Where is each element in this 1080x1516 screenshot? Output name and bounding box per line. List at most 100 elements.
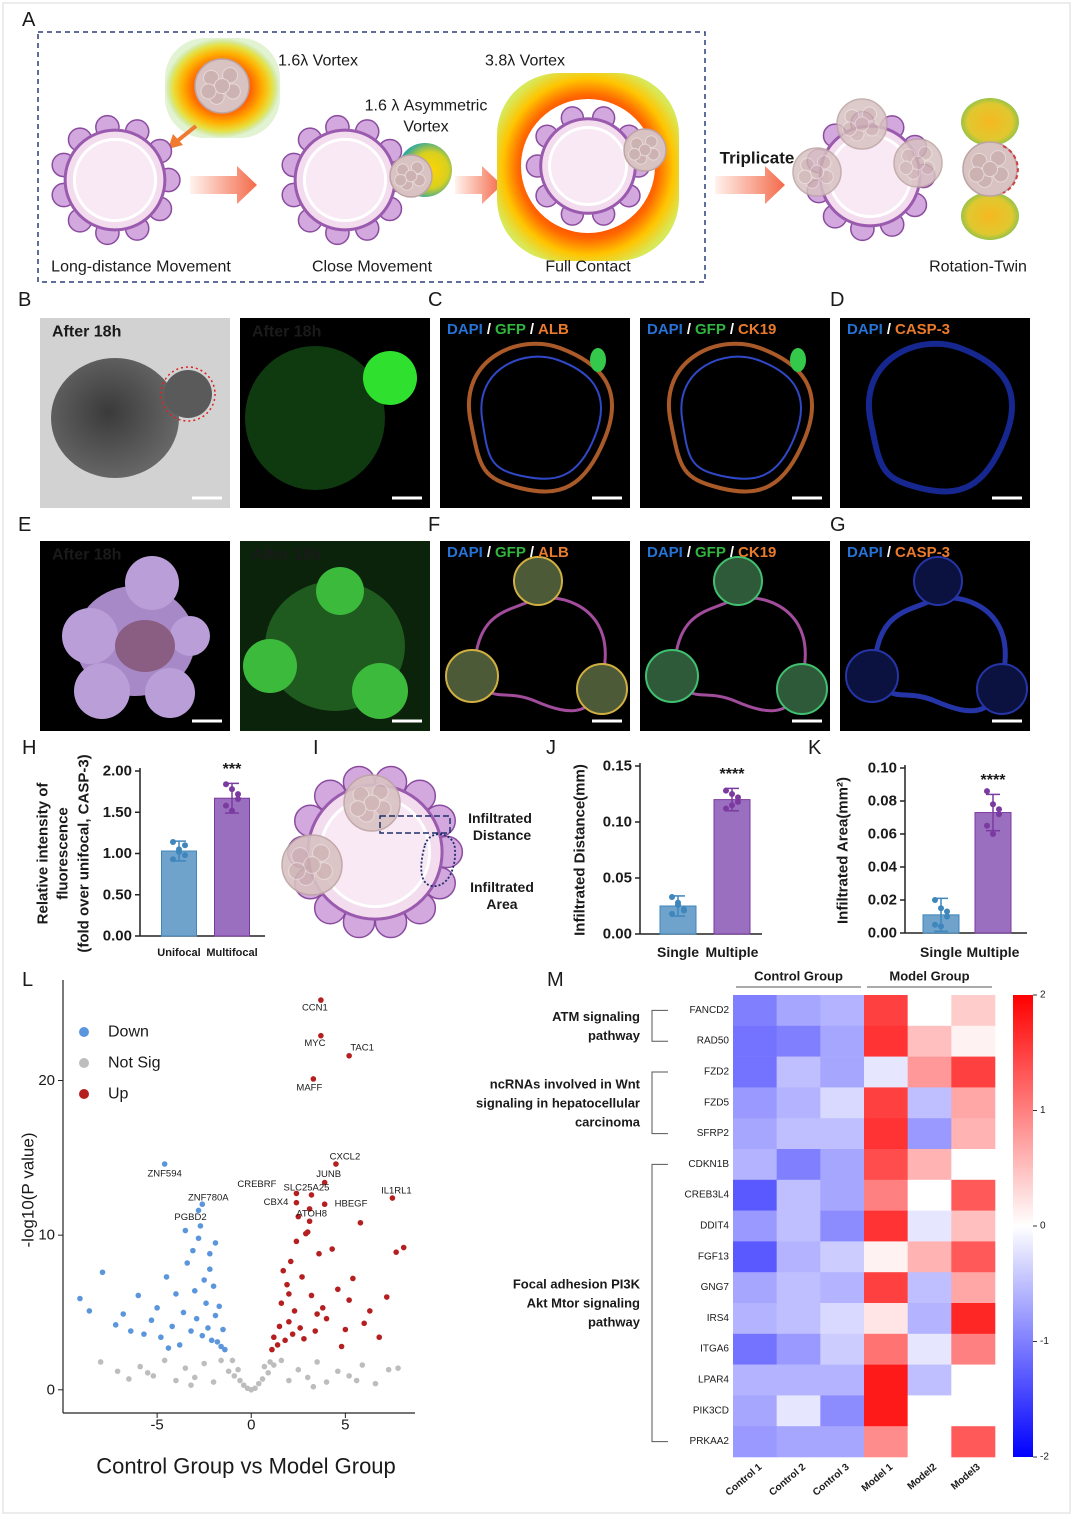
organoid-lumen: [302, 137, 388, 223]
data-point: [297, 1325, 303, 1331]
data-point: [235, 791, 241, 798]
spheroid-cell: [816, 155, 832, 170]
y-tick-label: 0.08: [868, 793, 897, 810]
data-point: [223, 802, 229, 809]
data-point: [675, 901, 681, 908]
data-point: [314, 1311, 320, 1317]
micrograph-feature: [164, 370, 212, 418]
panel-label: K: [808, 737, 822, 759]
y-axis-label: Infiltrated Distance(mm): [572, 764, 589, 936]
row-label: FGF13: [698, 1251, 730, 1262]
x-tick-label: 5: [341, 1417, 349, 1434]
panel-label: D: [830, 289, 844, 311]
heat-cell: [820, 1149, 865, 1181]
data-point: [77, 1295, 83, 1302]
heat-cell: [864, 1395, 908, 1427]
colorbar-tick-label: 1: [1040, 1105, 1046, 1116]
micrograph-feature: [74, 663, 130, 719]
panel-label: C: [428, 289, 442, 311]
spheroid-cell: [410, 161, 424, 174]
y-tick-label: 0: [47, 1381, 55, 1398]
data-point: [120, 1311, 127, 1317]
heat-cell: [907, 1118, 952, 1150]
spheroid-cell: [404, 169, 418, 183]
data-point: [996, 806, 1002, 813]
stain-separator: /: [487, 544, 492, 561]
significance: ***: [223, 761, 242, 778]
heat-cell: [733, 1149, 777, 1181]
data-point: [218, 1357, 224, 1364]
heat-cell: [951, 1426, 996, 1458]
stain-name: GFP: [695, 544, 726, 561]
data-point: [669, 894, 675, 901]
spheroid-cell: [862, 106, 877, 122]
x-tick-label: Multifocal: [206, 947, 257, 959]
micrograph-feature: [713, 556, 763, 606]
organoid-lumen: [72, 137, 158, 223]
data-point: [395, 1365, 401, 1371]
data-point: [210, 1379, 217, 1385]
data-point: [144, 1369, 151, 1376]
annotated-point: [161, 1161, 168, 1167]
micrograph: [40, 541, 230, 731]
data-point: [150, 1373, 157, 1379]
micrograph-feature: [776, 663, 828, 715]
data-point: [295, 1366, 302, 1373]
annotated-point: [199, 1201, 206, 1208]
pathway-label: Akt Mtor signaling: [527, 1296, 640, 1311]
data-point: [223, 781, 229, 788]
data-point: [255, 1380, 262, 1387]
data-point: [357, 1219, 364, 1226]
data-point: [735, 798, 741, 805]
data-point: [190, 1247, 196, 1254]
spheroid-cell: [968, 166, 985, 183]
data-point: [385, 1366, 392, 1373]
data-point: [191, 1374, 198, 1381]
data-point: [286, 1291, 292, 1297]
heat-cell: [733, 1426, 777, 1458]
pathway-label: pathway: [588, 1028, 641, 1043]
label: Rotation-Twin: [929, 259, 1027, 276]
heat-cell: [951, 1179, 996, 1211]
row-label: FANCD2: [690, 1005, 730, 1016]
micrograph-feature: [160, 366, 216, 422]
data-point: [97, 1359, 104, 1365]
heat-cell: [951, 1056, 996, 1088]
heat-cell: [776, 1056, 821, 1088]
legend-marker: [79, 1058, 89, 1068]
image-caption: After 18h: [52, 324, 121, 341]
micrograph-feature: [480, 355, 602, 480]
spheroid-cell: [644, 135, 658, 148]
data-point: [220, 1326, 226, 1333]
y-axis-label: Relative intensity of: [35, 782, 52, 925]
heat-cell: [820, 1395, 865, 1427]
stain-separator: /: [530, 544, 535, 561]
row-label: LPAR4: [698, 1375, 729, 1386]
micrograph-feature: [316, 567, 364, 615]
x-tick-label: Single: [920, 944, 962, 960]
pathway-label: ncRNAs involved in Wnt: [490, 1076, 641, 1091]
data-point: [184, 1260, 191, 1266]
stain-label: DAPI / GFP / ALB: [447, 544, 569, 561]
y-tick-label: 1.50: [103, 804, 132, 821]
data-point: [259, 1376, 266, 1382]
heat-cell: [820, 1056, 865, 1088]
data-point: [229, 1357, 236, 1364]
data-point: [173, 1291, 179, 1297]
label: Infiltrated: [468, 810, 532, 826]
spheroid-cell: [394, 173, 407, 187]
heat-cell: [776, 1364, 821, 1396]
label: Close Movement: [312, 259, 433, 276]
rotation-arc: [1002, 145, 1019, 194]
group-label: Control Group: [754, 969, 843, 984]
y-tick-label: 0.50: [103, 886, 132, 903]
arrow: [190, 166, 257, 204]
heat-cell: [820, 1241, 865, 1273]
stain-label: DAPI / GFP / CK19: [647, 544, 776, 561]
stain-name: CK19: [738, 321, 776, 338]
heat-cell: [864, 1025, 908, 1057]
arrow: [455, 166, 502, 204]
heat-cell: [776, 1426, 821, 1458]
move-arrow: [174, 124, 198, 144]
data-point: [188, 1382, 194, 1388]
